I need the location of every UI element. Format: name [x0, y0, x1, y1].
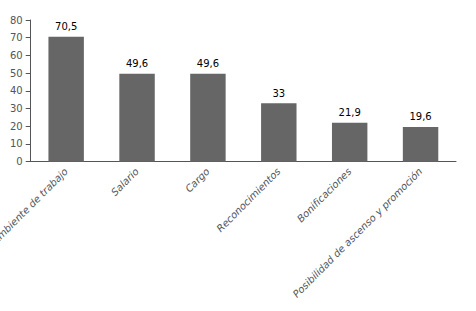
svg-text:30: 30 — [10, 103, 23, 114]
svg-text:70: 70 — [10, 32, 23, 43]
svg-text:Bonificaciones: Bonificaciones — [295, 166, 354, 225]
svg-text:Posibilidad de ascenso y promo: Posibilidad de ascenso y promoción — [291, 166, 425, 300]
svg-text:33: 33 — [272, 88, 285, 99]
svg-text:60: 60 — [10, 50, 23, 61]
svg-text:20: 20 — [10, 121, 23, 132]
svg-text:Ambiente de trabajo: Ambiente de trabajo — [0, 166, 70, 247]
svg-text:Salario: Salario — [109, 166, 141, 198]
svg-text:40: 40 — [10, 85, 23, 96]
svg-text:49,6: 49,6 — [126, 58, 148, 69]
svg-text:0: 0 — [16, 156, 22, 167]
svg-text:80: 80 — [10, 15, 23, 26]
svg-text:10: 10 — [10, 138, 23, 149]
svg-text:21,9: 21,9 — [339, 107, 361, 118]
svg-text:Cargo: Cargo — [183, 166, 212, 195]
svg-text:70,5: 70,5 — [55, 21, 77, 32]
svg-text:49,6: 49,6 — [197, 58, 219, 69]
svg-text:19,6: 19,6 — [409, 111, 431, 122]
svg-text:50: 50 — [10, 68, 23, 79]
svg-text:Reconocimientos: Reconocimientos — [214, 166, 282, 234]
